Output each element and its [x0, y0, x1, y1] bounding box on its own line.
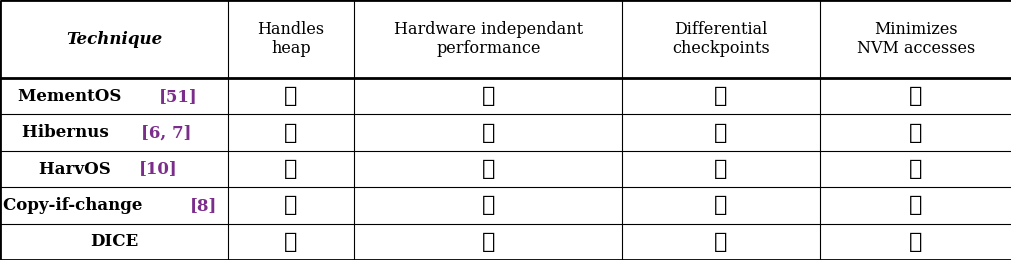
Text: ✗: ✗ [714, 85, 727, 107]
Text: ✗: ✗ [908, 194, 922, 216]
Text: Technique: Technique [66, 30, 162, 48]
Text: ✗: ✗ [481, 122, 494, 144]
Text: ✗: ✗ [714, 122, 727, 144]
Text: ✗: ✗ [284, 158, 297, 180]
Text: [51]: [51] [159, 88, 198, 105]
Text: ✗: ✗ [908, 85, 922, 107]
Text: ✗: ✗ [714, 158, 727, 180]
Text: ✓: ✓ [284, 231, 297, 253]
Text: ✓: ✓ [481, 194, 494, 216]
Text: ✓: ✓ [714, 194, 727, 216]
Text: ✓: ✓ [908, 231, 922, 253]
Text: MementOS: MementOS [18, 88, 127, 105]
Text: DICE: DICE [90, 233, 137, 250]
Text: Hibernus: Hibernus [21, 124, 114, 141]
Text: [8]: [8] [190, 197, 217, 214]
Text: Copy-if-change: Copy-if-change [3, 197, 148, 214]
Text: ✓: ✓ [481, 158, 494, 180]
Text: ✓: ✓ [481, 231, 494, 253]
Text: ✓: ✓ [714, 231, 727, 253]
Text: Minimizes
NVM accesses: Minimizes NVM accesses [856, 21, 974, 57]
Text: Differential
checkpoints: Differential checkpoints [671, 21, 769, 57]
Text: Hardware independant
performance: Hardware independant performance [393, 21, 582, 57]
Text: ✗: ✗ [284, 85, 297, 107]
Text: Handles
heap: Handles heap [257, 21, 325, 57]
Text: [6, 7]: [6, 7] [141, 124, 191, 141]
Text: ✓: ✓ [481, 85, 494, 107]
Text: ✓: ✓ [284, 194, 297, 216]
Text: HarvOS: HarvOS [38, 160, 116, 178]
Text: [10]: [10] [139, 160, 177, 178]
Text: ✓: ✓ [284, 122, 297, 144]
Text: ✗: ✗ [908, 122, 922, 144]
Text: ✗: ✗ [908, 158, 922, 180]
